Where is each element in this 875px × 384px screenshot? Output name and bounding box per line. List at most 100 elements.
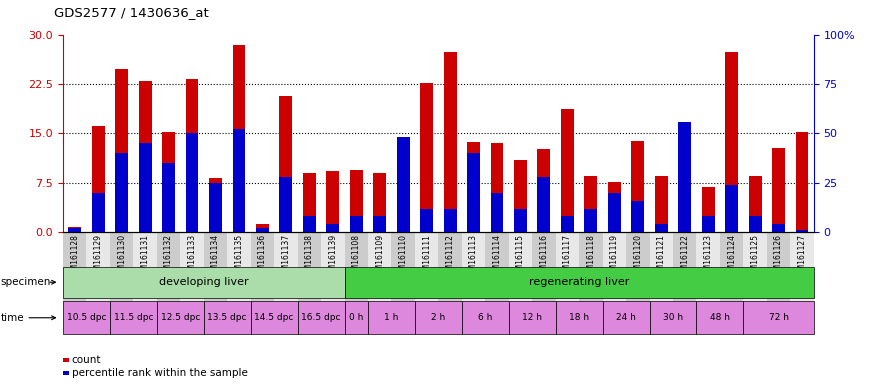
Bar	[138, 143, 151, 232]
Bar	[491, 143, 503, 232]
Bar	[420, 209, 433, 232]
Bar	[87, 232, 110, 331]
Text: 12.5 dpc: 12.5 dpc	[161, 313, 200, 322]
Bar	[180, 232, 204, 331]
Text: 72 h: 72 h	[768, 313, 788, 322]
Bar	[673, 232, 696, 331]
Text: 6 h: 6 h	[478, 313, 493, 322]
Bar	[92, 193, 105, 232]
Bar	[772, 224, 785, 232]
Text: 11.5 dpc: 11.5 dpc	[114, 313, 153, 322]
Bar	[795, 132, 808, 232]
Text: 10.5 dpc: 10.5 dpc	[66, 313, 106, 322]
Bar	[603, 232, 626, 331]
Bar	[508, 232, 532, 331]
Bar	[766, 232, 790, 331]
Text: 48 h: 48 h	[710, 313, 730, 322]
Bar	[749, 217, 761, 232]
Bar	[654, 224, 668, 232]
Bar	[438, 232, 462, 331]
Bar	[279, 177, 292, 232]
Text: 30 h: 30 h	[663, 313, 683, 322]
Text: 18 h: 18 h	[569, 313, 589, 322]
Bar	[537, 177, 550, 232]
Bar	[368, 232, 391, 331]
Bar	[608, 182, 620, 232]
Text: regenerating liver: regenerating liver	[529, 277, 629, 287]
Bar	[749, 176, 761, 232]
Bar	[702, 187, 715, 232]
Bar	[92, 126, 105, 232]
Text: 24 h: 24 h	[616, 313, 636, 322]
Bar	[350, 170, 363, 232]
Bar	[116, 70, 128, 232]
Bar	[116, 153, 128, 232]
Bar	[537, 149, 550, 232]
Bar	[415, 232, 438, 331]
Bar	[321, 232, 345, 331]
Bar	[209, 178, 222, 232]
Bar	[649, 232, 673, 331]
Bar	[632, 141, 644, 232]
Bar	[350, 217, 363, 232]
Bar	[444, 209, 457, 232]
Bar	[584, 176, 598, 232]
Bar	[467, 153, 480, 232]
Bar	[209, 183, 222, 232]
Bar	[626, 232, 649, 331]
Text: 13.5 dpc: 13.5 dpc	[207, 313, 247, 322]
Bar	[157, 232, 180, 331]
Bar	[514, 161, 527, 232]
Bar	[298, 232, 321, 331]
Bar	[110, 232, 133, 331]
Bar	[678, 165, 691, 232]
Text: 16.5 dpc: 16.5 dpc	[301, 313, 341, 322]
Bar	[396, 137, 410, 232]
Bar	[138, 81, 151, 232]
Bar	[374, 217, 386, 232]
Bar	[514, 209, 527, 232]
Bar	[795, 230, 808, 232]
Bar	[632, 201, 644, 232]
Bar	[608, 193, 620, 232]
Bar	[228, 232, 251, 331]
Bar	[186, 134, 199, 232]
Bar	[491, 193, 503, 232]
Bar	[303, 173, 316, 232]
Bar	[462, 232, 486, 331]
Bar	[790, 232, 814, 331]
Bar	[204, 232, 228, 331]
Text: count: count	[72, 355, 102, 365]
Bar	[696, 232, 720, 331]
Bar	[678, 122, 691, 232]
Bar	[162, 132, 175, 232]
Bar	[744, 232, 766, 331]
Text: time: time	[1, 313, 24, 323]
Bar	[63, 232, 87, 331]
Text: developing liver: developing liver	[159, 277, 248, 287]
Bar	[68, 228, 81, 232]
Bar	[702, 217, 715, 232]
Bar	[772, 148, 785, 232]
Bar	[256, 224, 269, 232]
Bar	[467, 142, 480, 232]
Bar	[233, 45, 245, 232]
Bar	[725, 52, 738, 232]
Bar	[303, 217, 316, 232]
Bar	[396, 153, 410, 232]
Bar	[326, 224, 340, 232]
Text: 1 h: 1 h	[384, 313, 399, 322]
Text: 14.5 dpc: 14.5 dpc	[255, 313, 294, 322]
Bar	[68, 227, 81, 232]
Bar	[532, 232, 556, 331]
Text: 2 h: 2 h	[431, 313, 445, 322]
Text: GDS2577 / 1430636_at: GDS2577 / 1430636_at	[54, 6, 209, 19]
Bar	[579, 232, 603, 331]
Bar	[274, 232, 298, 331]
Bar	[444, 52, 457, 232]
Bar	[561, 109, 574, 232]
Bar	[186, 79, 199, 232]
Text: percentile rank within the sample: percentile rank within the sample	[72, 368, 248, 378]
Bar	[133, 232, 157, 331]
Bar	[561, 217, 574, 232]
